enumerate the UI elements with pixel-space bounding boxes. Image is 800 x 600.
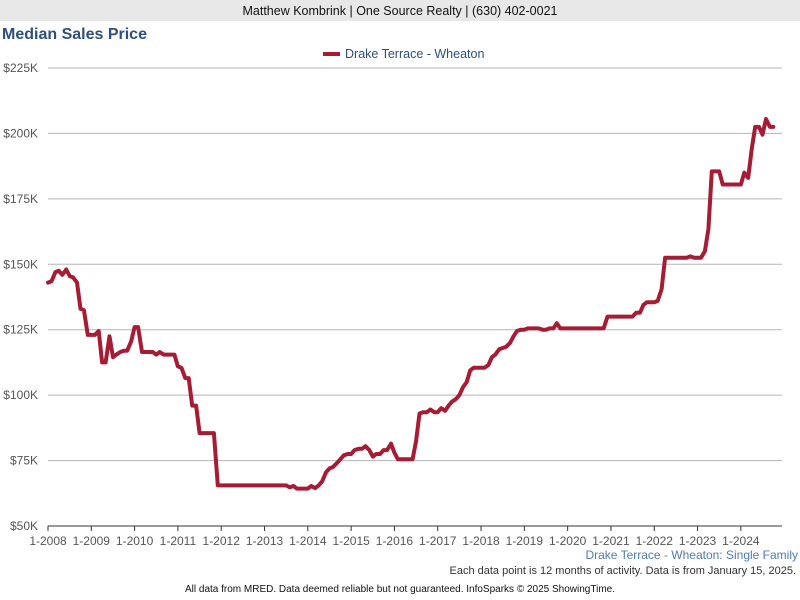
x-tick-label: 1-2008	[29, 534, 67, 548]
series-layer	[46, 117, 776, 491]
x-tick-label: 1-2011	[160, 534, 197, 548]
y-tick-label: $100K	[3, 388, 38, 402]
y-tick-label: $175K	[3, 192, 38, 206]
y-tick-label: $150K	[3, 257, 38, 271]
series-footnote: Drake Terrace - Wheaton: Single Family	[585, 548, 798, 562]
data-note: Each data point is 12 months of activity…	[449, 565, 796, 577]
x-tick-label: 1-2009	[73, 534, 111, 548]
x-tick-label: 1-2023	[679, 534, 717, 548]
x-tick-label: 1-2022	[636, 534, 674, 548]
y-tick-label: $50K	[10, 519, 38, 533]
x-tick-label: 1-2015	[332, 534, 370, 548]
x-tick-label: 1-2016	[376, 534, 414, 548]
series-line-drake-terrace	[46, 117, 776, 491]
x-tick-label: 1-2012	[203, 534, 241, 548]
y-tick-label: $125K	[3, 323, 38, 337]
y-tick-label: $200K	[3, 126, 38, 140]
legend-label: Drake Terrace - Wheaton	[345, 47, 484, 61]
x-tick-label: 1-2014	[289, 534, 327, 548]
x-tick-label: 1-2010	[116, 534, 154, 548]
agent-contact-header: Matthew Kombrink | One Source Realty | (…	[0, 0, 800, 21]
legend: Drake Terrace - Wheaton	[323, 47, 484, 61]
x-tick-label: 1-2020	[549, 534, 587, 548]
x-tick-label: 1-2013	[246, 534, 284, 548]
x-tick-label: 1-2024	[722, 534, 760, 548]
x-tick-label: 1-2019	[506, 534, 544, 548]
x-tick-label: 1-2017	[419, 534, 457, 548]
x-tick-label: 1-2018	[462, 534, 500, 548]
agent-contact-text: Matthew Kombrink | One Source Realty | (…	[242, 3, 558, 18]
chart-title: Median Sales Price	[2, 26, 147, 43]
gridlines	[48, 67, 782, 462]
y-tick-label: $225K	[3, 61, 38, 75]
y-tick-label: $75K	[10, 454, 38, 468]
disclaimer: All data from MRED. Data deemed reliable…	[184, 584, 615, 595]
x-tick-label: 1-2021	[592, 534, 630, 548]
axes: $50K $75K $100K $125K $150K $175K $200K $225K 1-…	[3, 61, 782, 548]
